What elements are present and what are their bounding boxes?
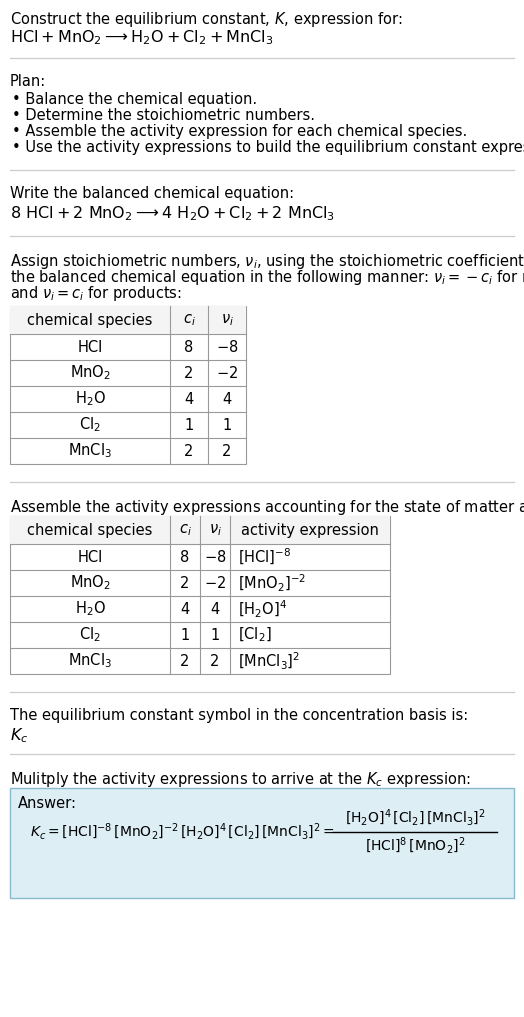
Text: 4: 4 (222, 392, 232, 407)
Text: $[\mathrm{H_2O}]^4\,[\mathrm{Cl_2}]\,[\mathrm{MnCl_3}]^2$: $[\mathrm{H_2O}]^4\,[\mathrm{Cl_2}]\,[\m… (345, 807, 485, 828)
Text: Plan:: Plan: (10, 74, 46, 89)
Text: 4: 4 (180, 601, 190, 616)
Text: Construct the equilibrium constant, $K$, expression for:: Construct the equilibrium constant, $K$,… (10, 10, 402, 29)
Text: • Determine the stoichiometric numbers.: • Determine the stoichiometric numbers. (12, 108, 315, 123)
Text: 8: 8 (184, 340, 194, 355)
Text: HCl: HCl (78, 549, 103, 564)
Text: The equilibrium constant symbol in the concentration basis is:: The equilibrium constant symbol in the c… (10, 708, 468, 723)
Text: 2: 2 (222, 443, 232, 459)
Text: $\mathrm{Cl_2}$: $\mathrm{Cl_2}$ (79, 416, 101, 434)
Text: Answer:: Answer: (18, 796, 77, 811)
Text: and $\nu_i = c_i$ for products:: and $\nu_i = c_i$ for products: (10, 284, 182, 303)
Text: $\mathrm{Cl_2}$: $\mathrm{Cl_2}$ (79, 625, 101, 645)
Text: $\nu_i$: $\nu_i$ (221, 312, 234, 327)
Text: $-8$: $-8$ (204, 549, 226, 565)
Text: Assemble the activity expressions accounting for the state of matter and $\nu_i$: Assemble the activity expressions accoun… (10, 498, 524, 517)
Text: $[\mathrm{H_2O}]^4$: $[\mathrm{H_2O}]^4$ (238, 598, 287, 619)
Text: $\nu_i$: $\nu_i$ (209, 522, 222, 538)
Text: $[\mathrm{MnCl_3}]^2$: $[\mathrm{MnCl_3}]^2$ (238, 651, 300, 671)
Text: $K_c$: $K_c$ (10, 726, 28, 744)
Text: $\mathrm{8\ HCl + 2\ MnO_2 \longrightarrow 4\ H_2O + Cl_2 + 2\ MnCl_3}$: $\mathrm{8\ HCl + 2\ MnO_2 \longrightarr… (10, 204, 335, 223)
Text: $[\mathrm{Cl_2}]$: $[\mathrm{Cl_2}]$ (238, 625, 271, 644)
Text: $[\mathrm{HCl}]^{-8}$: $[\mathrm{HCl}]^{-8}$ (238, 547, 291, 567)
Text: $-2$: $-2$ (204, 575, 226, 591)
Text: $c_i$: $c_i$ (179, 522, 191, 538)
Text: • Assemble the activity expression for each chemical species.: • Assemble the activity expression for e… (12, 124, 467, 139)
Text: HCl: HCl (78, 340, 103, 355)
Text: chemical species: chemical species (27, 312, 152, 327)
Bar (10, 306, 246, 334)
Text: $-2$: $-2$ (216, 365, 238, 381)
Text: $-8$: $-8$ (216, 339, 238, 355)
Text: Mulitply the activity expressions to arrive at the $K_c$ expression:: Mulitply the activity expressions to arr… (10, 770, 471, 789)
Bar (10, 516, 390, 544)
Text: 2: 2 (180, 654, 190, 668)
Text: • Use the activity expressions to build the equilibrium constant expression.: • Use the activity expressions to build … (12, 140, 524, 155)
Text: the balanced chemical equation in the following manner: $\nu_i = -c_i$ for react: the balanced chemical equation in the fo… (10, 268, 524, 287)
Text: 8: 8 (180, 549, 190, 564)
Bar (10, 788, 514, 898)
Text: 2: 2 (184, 443, 194, 459)
Text: 2: 2 (184, 365, 194, 380)
Text: Assign stoichiometric numbers, $\nu_i$, using the stoichiometric coefficients, $: Assign stoichiometric numbers, $\nu_i$, … (10, 252, 524, 271)
Bar (10, 516, 390, 674)
Text: 2: 2 (210, 654, 220, 668)
Text: $[\mathrm{HCl}]^8\,[\mathrm{MnO_2}]^2$: $[\mathrm{HCl}]^8\,[\mathrm{MnO_2}]^2$ (365, 836, 465, 856)
Text: activity expression: activity expression (241, 523, 379, 538)
Bar (10, 306, 246, 464)
Text: 1: 1 (180, 627, 190, 643)
Text: 1: 1 (184, 418, 194, 432)
Text: 2: 2 (180, 576, 190, 591)
Text: $\mathrm{MnCl_3}$: $\mathrm{MnCl_3}$ (68, 441, 112, 461)
Text: Write the balanced chemical equation:: Write the balanced chemical equation: (10, 186, 294, 201)
Text: $\mathrm{H_2O}$: $\mathrm{H_2O}$ (74, 390, 105, 409)
Text: 1: 1 (210, 627, 220, 643)
Text: • Balance the chemical equation.: • Balance the chemical equation. (12, 92, 257, 107)
Text: $\mathrm{H_2O}$: $\mathrm{H_2O}$ (74, 600, 105, 618)
Text: chemical species: chemical species (27, 523, 152, 538)
Text: 4: 4 (210, 601, 220, 616)
Text: $[\mathrm{MnO_2}]^{-2}$: $[\mathrm{MnO_2}]^{-2}$ (238, 573, 306, 594)
Text: $\mathrm{MnCl_3}$: $\mathrm{MnCl_3}$ (68, 652, 112, 670)
Text: $\mathrm{MnO_2}$: $\mathrm{MnO_2}$ (70, 574, 111, 592)
Text: 1: 1 (222, 418, 232, 432)
Text: $\mathrm{MnO_2}$: $\mathrm{MnO_2}$ (70, 364, 111, 382)
Text: 4: 4 (184, 392, 194, 407)
Text: $\mathrm{HCl + MnO_2 \longrightarrow H_2O + Cl_2 + MnCl_3}$: $\mathrm{HCl + MnO_2 \longrightarrow H_2… (10, 28, 274, 47)
Text: $K_c = [\mathrm{HCl}]^{-8}\,[\mathrm{MnO_2}]^{-2}\,[\mathrm{H_2O}]^4\,[\mathrm{C: $K_c = [\mathrm{HCl}]^{-8}\,[\mathrm{MnO… (30, 822, 335, 842)
Text: $c_i$: $c_i$ (182, 312, 195, 327)
